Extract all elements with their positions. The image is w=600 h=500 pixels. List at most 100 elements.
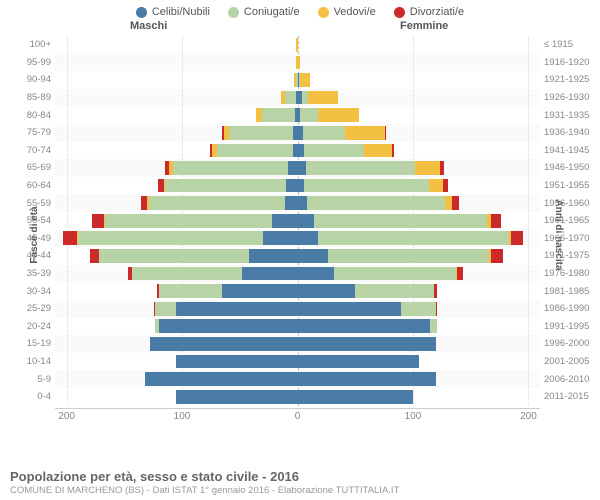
segment <box>78 231 263 245</box>
bar-female <box>298 267 463 281</box>
segment <box>272 214 297 228</box>
legend-label: Vedovi/e <box>334 6 376 18</box>
segment <box>318 108 358 122</box>
pyramid-row: 55-591956-1960 <box>55 194 540 212</box>
segment <box>318 231 509 245</box>
bar-female <box>298 319 438 333</box>
bar-female <box>298 355 419 369</box>
pyramid-row: 60-641951-1955 <box>55 177 540 195</box>
age-label: 75-79 <box>17 127 51 138</box>
header-male: Maschi <box>130 20 167 32</box>
segment <box>298 302 402 316</box>
segment <box>296 38 297 52</box>
year-label: 1946-1950 <box>544 162 596 173</box>
year-label: 1931-1935 <box>544 110 596 121</box>
bar-female <box>298 249 504 263</box>
x-tick: 200 <box>58 411 75 422</box>
age-label: 80-84 <box>17 110 51 121</box>
segment <box>298 196 307 210</box>
bar-male <box>256 108 298 122</box>
segment <box>141 196 148 210</box>
legend-swatch <box>318 7 329 18</box>
segment <box>242 267 297 281</box>
legend-label: Coniugati/e <box>244 6 300 18</box>
segment <box>298 214 314 228</box>
year-label: 1991-1995 <box>544 321 596 332</box>
pyramid-row: 30-341981-1985 <box>55 282 540 300</box>
segment <box>443 179 448 193</box>
segment <box>298 144 305 158</box>
segment <box>298 179 305 193</box>
legend-item: Celibi/Nubili <box>136 6 210 18</box>
bar-female <box>298 179 448 193</box>
segment <box>176 355 297 369</box>
legend-item: Coniugati/e <box>228 6 300 18</box>
segment <box>105 214 272 228</box>
bar-male <box>128 267 298 281</box>
year-label: 1996-2000 <box>544 338 596 349</box>
age-label: 0-4 <box>17 391 51 402</box>
chart-footer: Popolazione per età, sesso e stato civil… <box>10 469 590 496</box>
pyramid-row: 80-841931-1935 <box>55 106 540 124</box>
bar-male <box>176 355 297 369</box>
bar-male <box>141 196 298 210</box>
pyramid-row: 20-241991-1995 <box>55 318 540 336</box>
segment <box>304 144 364 158</box>
year-label: 1926-1930 <box>544 92 596 103</box>
segment <box>222 284 297 298</box>
bar-female <box>298 231 523 245</box>
x-tick: 0 <box>295 411 301 422</box>
pyramid-row: 15-191996-2000 <box>55 335 540 353</box>
bar-male <box>165 161 298 175</box>
age-label: 100+ <box>17 39 51 50</box>
segment <box>298 390 413 404</box>
footer-sub: COMUNE DI MARCHENO (BS) - Dati ISTAT 1° … <box>10 485 590 496</box>
age-label: 35-39 <box>17 268 51 279</box>
segment <box>165 179 286 193</box>
segment <box>314 214 487 228</box>
segment <box>300 73 310 87</box>
year-label: ≤ 1915 <box>544 39 596 50</box>
pyramid-row: 50-541961-1965 <box>55 212 540 230</box>
segment <box>150 337 298 351</box>
bar-male <box>150 337 298 351</box>
bar-female <box>298 56 300 70</box>
segment <box>285 91 297 105</box>
pyramid-row: 95-991916-1920 <box>55 54 540 72</box>
year-label: 1936-1940 <box>544 127 596 138</box>
segment <box>355 284 434 298</box>
bar-male <box>281 91 297 105</box>
bar-female <box>298 337 437 351</box>
bar-male <box>145 372 297 386</box>
segment <box>263 231 298 245</box>
segment <box>430 319 437 333</box>
bar-female <box>298 144 395 158</box>
segment <box>445 196 452 210</box>
bar-male <box>90 249 298 263</box>
year-label: 1956-1960 <box>544 198 596 209</box>
age-label: 85-89 <box>17 92 51 103</box>
segment <box>90 249 99 263</box>
segment <box>491 214 500 228</box>
segment <box>176 302 297 316</box>
segment <box>298 355 419 369</box>
year-label: 1916-1920 <box>544 57 596 68</box>
age-label: 20-24 <box>17 321 51 332</box>
gender-headers: Maschi Femmine <box>0 20 600 36</box>
bar-female <box>298 126 387 140</box>
segment <box>298 319 431 333</box>
bar-male <box>296 38 297 52</box>
age-label: 40-44 <box>17 250 51 261</box>
segment <box>392 144 394 158</box>
segment <box>298 249 328 263</box>
segment <box>429 179 443 193</box>
segment <box>345 126 385 140</box>
segment <box>298 231 319 245</box>
segment <box>285 196 298 210</box>
age-label: 10-14 <box>17 356 51 367</box>
legend: Celibi/NubiliConiugati/eVedovi/eDivorzia… <box>0 0 600 20</box>
segment <box>298 161 306 175</box>
bar-female <box>298 161 445 175</box>
pyramid-row: 100+≤ 1915 <box>55 36 540 54</box>
legend-item: Vedovi/e <box>318 6 376 18</box>
